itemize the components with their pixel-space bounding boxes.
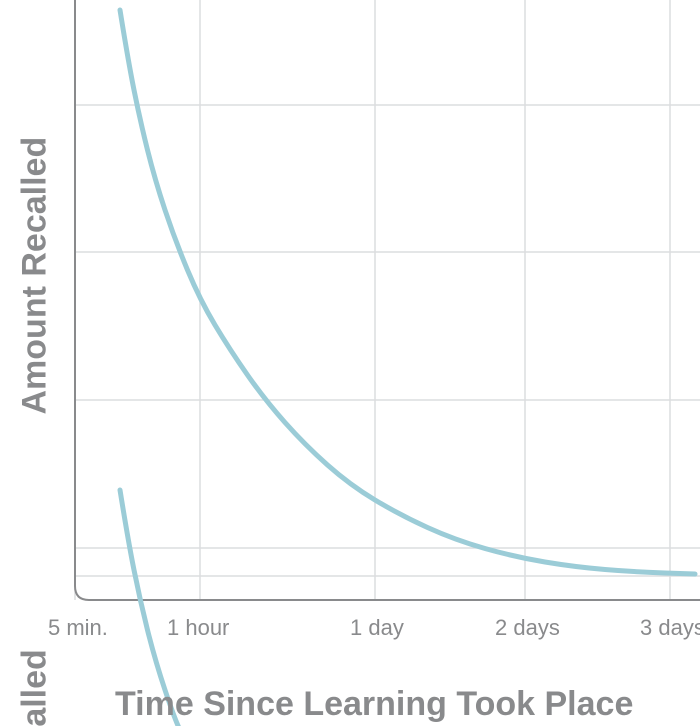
x-tick-label: 3 days xyxy=(640,615,700,641)
x-tick-label: 1 day xyxy=(350,615,404,641)
x-tick-label: 1 hour xyxy=(167,615,229,641)
x-tick-label: 2 days xyxy=(495,615,560,641)
x-axis-label: Time Since Learning Took Place xyxy=(115,685,633,724)
y-axis-label-echo: ecalled xyxy=(16,635,55,726)
y-axis-label: Amount Recalled xyxy=(16,115,55,415)
x-tick-label: 5 min. xyxy=(48,615,108,641)
